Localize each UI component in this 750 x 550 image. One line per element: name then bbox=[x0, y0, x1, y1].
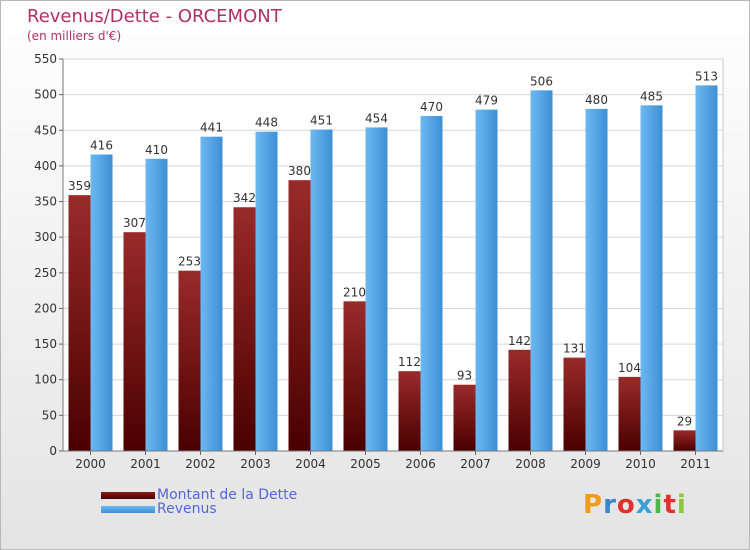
data-label-debt: 93 bbox=[457, 369, 472, 383]
bar-debt bbox=[343, 301, 366, 451]
bar-debt bbox=[123, 232, 146, 451]
data-label-debt: 253 bbox=[178, 255, 201, 269]
legend-swatch-revenus bbox=[101, 505, 155, 513]
y-tick-label: 250 bbox=[34, 266, 57, 280]
data-label-debt: 131 bbox=[563, 342, 586, 356]
data-label-debt: 112 bbox=[398, 355, 421, 369]
bars bbox=[68, 85, 718, 452]
legend-label-revenus: Revenus bbox=[157, 501, 217, 517]
data-label-revenus: 506 bbox=[530, 74, 553, 88]
x-tick-label: 2003 bbox=[240, 457, 271, 471]
y-tick-label: 100 bbox=[34, 373, 57, 387]
data-label-revenus: 454 bbox=[365, 111, 388, 125]
logo-letter: i bbox=[676, 490, 687, 520]
legend-swatch-debt bbox=[101, 491, 155, 499]
bar-debt bbox=[508, 349, 531, 451]
x-tick-label: 2005 bbox=[350, 457, 381, 471]
data-label-revenus: 416 bbox=[90, 139, 113, 153]
y-tick-label: 300 bbox=[34, 230, 57, 244]
bar-revenus bbox=[585, 108, 608, 452]
x-tick-label: 2011 bbox=[680, 457, 711, 471]
y-tick-label: 200 bbox=[34, 301, 57, 315]
bar-debt bbox=[288, 180, 311, 451]
bar-revenus bbox=[310, 129, 333, 451]
legend-label-debt: Montant de la Dette bbox=[157, 487, 298, 503]
logo-letter: t bbox=[663, 490, 677, 520]
logo-letter: o bbox=[616, 490, 636, 520]
bar-revenus bbox=[255, 131, 278, 451]
data-label-debt: 142 bbox=[508, 334, 531, 348]
data-label-revenus: 485 bbox=[640, 89, 663, 103]
bar-revenus bbox=[695, 85, 718, 451]
bar-revenus bbox=[530, 90, 553, 452]
legend-item-revenus: Revenus bbox=[101, 501, 217, 517]
x-tick-label: 2006 bbox=[405, 457, 436, 471]
x-tick-label: 2008 bbox=[515, 457, 546, 471]
data-label-debt: 380 bbox=[288, 164, 311, 178]
proxiti-logo: Proxiti bbox=[583, 490, 687, 520]
bar-debt bbox=[68, 195, 91, 451]
data-label-revenus: 480 bbox=[585, 93, 608, 107]
bar-revenus bbox=[420, 116, 443, 451]
logo-letter: P bbox=[583, 490, 604, 520]
bar-debt bbox=[178, 270, 201, 451]
data-label-revenus: 441 bbox=[200, 121, 223, 135]
bar-debt bbox=[673, 430, 696, 451]
data-label-debt: 104 bbox=[618, 361, 641, 375]
x-tick-label: 2001 bbox=[130, 457, 161, 471]
data-label-debt: 342 bbox=[233, 191, 256, 205]
chart-subtitle: (en milliers d'€) bbox=[27, 29, 122, 43]
bar-debt bbox=[398, 371, 421, 451]
plot-area bbox=[62, 58, 724, 452]
bar-revenus bbox=[475, 109, 498, 451]
bar-debt bbox=[618, 376, 641, 451]
bar-debt bbox=[563, 357, 586, 451]
data-label-revenus: 470 bbox=[420, 100, 443, 114]
data-label-debt: 307 bbox=[123, 216, 146, 230]
data-label-revenus: 513 bbox=[695, 69, 718, 83]
x-tick-label: 2009 bbox=[570, 457, 601, 471]
x-tick-label: 2010 bbox=[625, 457, 656, 471]
y-tick-label: 150 bbox=[34, 337, 57, 351]
logo-letter: x bbox=[635, 490, 654, 520]
axes: 0 50 100 150 200 250 300 350 400 450 500 550 2000 200… bbox=[34, 52, 723, 471]
data-label-debt: 359 bbox=[68, 179, 91, 193]
bar-revenus bbox=[365, 127, 388, 452]
data-label-revenus: 451 bbox=[310, 114, 333, 128]
y-tick-label: 0 bbox=[49, 444, 57, 458]
bar-revenus bbox=[90, 154, 113, 452]
data-label-debt: 29 bbox=[677, 414, 692, 428]
legend-item-debt: Montant de la Dette bbox=[101, 487, 298, 503]
y-tick-label: 500 bbox=[34, 88, 57, 102]
x-tick-label: 2002 bbox=[185, 457, 216, 471]
x-tick-label: 2007 bbox=[460, 457, 491, 471]
y-tick-label: 450 bbox=[34, 123, 57, 137]
data-label-debt: 210 bbox=[343, 285, 366, 299]
data-label-revenus: 479 bbox=[475, 94, 498, 108]
bar-revenus bbox=[200, 136, 223, 452]
logo-letter: r bbox=[603, 490, 617, 520]
x-tick-label: 2000 bbox=[75, 457, 106, 471]
y-tick-label: 550 bbox=[34, 52, 57, 66]
bar-revenus bbox=[145, 158, 168, 452]
bar-debt bbox=[453, 384, 476, 451]
x-tick-label: 2004 bbox=[295, 457, 326, 471]
data-label-revenus: 410 bbox=[145, 143, 168, 157]
logo-letter: i bbox=[653, 490, 664, 520]
y-tick-label: 50 bbox=[42, 408, 57, 422]
bar-revenus bbox=[640, 105, 663, 451]
y-tick-label: 400 bbox=[34, 159, 57, 173]
y-tick-label: 350 bbox=[34, 195, 57, 209]
chart-title: Revenus/Dette - ORCEMONT bbox=[27, 6, 282, 27]
data-labels: 359 416 307 410 253 441 342 448 380 451 210 454 112 4… bbox=[68, 69, 718, 428]
bar-debt bbox=[233, 207, 256, 451]
gridlines bbox=[63, 58, 723, 452]
data-label-revenus: 448 bbox=[255, 116, 278, 130]
